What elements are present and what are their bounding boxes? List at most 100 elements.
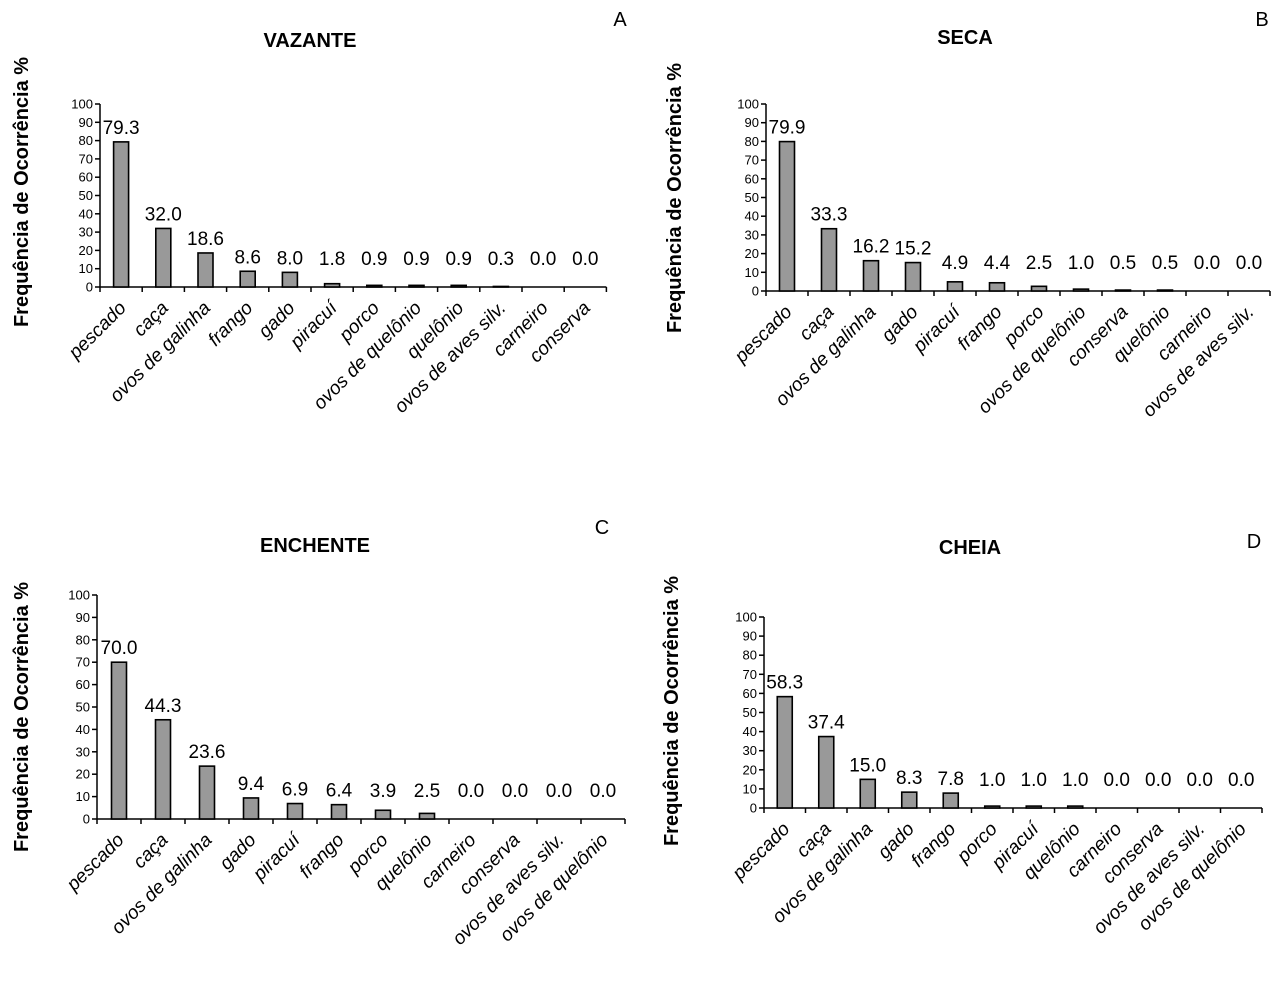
data-label: 44.3	[145, 696, 182, 717]
bar	[281, 271, 299, 288]
y-tick-label: 80	[745, 134, 759, 149]
data-label: 18.6	[187, 229, 224, 250]
bar	[286, 802, 304, 820]
bar	[418, 812, 436, 820]
y-tick-label: 20	[76, 767, 90, 782]
data-label: 4.4	[984, 253, 1011, 274]
y-tick-label: 70	[743, 667, 757, 682]
data-label: 0.0	[1104, 770, 1130, 791]
data-label: 1.8	[319, 249, 345, 270]
chart-panel-a: VAZANTE A Frequência de Ocorrência % 0 10 20 3…	[11, 9, 627, 418]
y-tick-label: 0	[750, 801, 757, 816]
y-tick-label: 80	[76, 632, 90, 647]
bar	[492, 285, 510, 288]
y-tick-label: 40	[76, 722, 90, 737]
data-label: 79.3	[103, 118, 140, 139]
bar	[942, 792, 960, 809]
y-axis-label: Frequência de Ocorrência %	[11, 57, 33, 327]
data-label: 15.2	[895, 239, 932, 260]
x-tick-label: frango	[954, 302, 1007, 355]
data-label: 0.5	[1110, 253, 1136, 274]
data-label: 0.0	[1145, 770, 1171, 791]
bar	[323, 282, 341, 288]
data-label: 33.3	[811, 205, 848, 226]
bar	[1066, 805, 1084, 809]
x-tick-label: piracuí	[286, 296, 343, 353]
x-tick-label: pescado	[62, 830, 128, 896]
y-tick-label: 90	[743, 629, 757, 644]
bar	[817, 735, 835, 809]
bar	[988, 281, 1006, 292]
data-label: 37.4	[808, 713, 845, 734]
data-label: 0.9	[403, 249, 429, 270]
bar	[859, 778, 877, 809]
data-label: 23.6	[189, 742, 226, 763]
data-label: 0.0	[1236, 253, 1262, 274]
y-tick-label: 0	[83, 812, 90, 827]
y-tick-label: 10	[743, 781, 757, 796]
bar	[1030, 285, 1048, 292]
y-tick-label: 60	[76, 677, 90, 692]
y-tick-label: 40	[743, 724, 757, 739]
data-label: 1.0	[1068, 253, 1094, 274]
data-label: 0.0	[1228, 770, 1254, 791]
y-tick-label: 70	[79, 151, 93, 166]
y-tick-label: 100	[71, 97, 93, 112]
data-label: 16.2	[853, 237, 890, 258]
y-tick-label: 30	[79, 225, 93, 240]
y-tick-label: 0	[86, 280, 93, 295]
y-axis-label: Frequência de Ocorrência %	[664, 63, 686, 333]
y-tick-label: 30	[743, 743, 757, 758]
bar	[862, 259, 880, 292]
data-label: 79.9	[769, 118, 806, 139]
chart-title: VAZANTE	[264, 30, 357, 52]
y-tick-label: 60	[79, 170, 93, 185]
bar	[155, 227, 172, 288]
data-label: 58.3	[766, 673, 803, 694]
y-tick-label: 100	[735, 610, 757, 625]
chart-panel-d: CHEIA D Frequência de Ocorrência % 0 10 20 30 4…	[661, 531, 1263, 939]
y-tick-label: 0	[752, 284, 759, 299]
bar	[112, 141, 130, 288]
data-label: 0.0	[530, 249, 556, 270]
x-tick-label: frango	[907, 819, 960, 872]
x-tick-label: pescado	[64, 298, 130, 364]
bar	[374, 809, 392, 820]
y-tick-label: 50	[79, 188, 93, 203]
x-tick-label: frango	[204, 298, 257, 351]
chart-title: ENCHENTE	[260, 535, 370, 557]
bar	[154, 718, 172, 820]
data-label: 9.4	[238, 774, 265, 795]
data-label: 0.0	[1194, 253, 1220, 274]
data-label: 70.0	[101, 638, 138, 659]
bar	[1156, 289, 1174, 292]
data-label: 1.0	[979, 770, 1005, 791]
bar	[946, 281, 964, 292]
bar	[239, 270, 256, 288]
bar	[110, 661, 128, 820]
bar	[365, 284, 383, 288]
y-tick-label: 40	[79, 206, 93, 221]
data-label: 2.5	[1026, 253, 1052, 274]
bar	[197, 252, 214, 288]
bar	[1025, 805, 1043, 809]
y-tick-label: 70	[745, 153, 759, 168]
bar	[900, 791, 918, 809]
data-label: 1.0	[1021, 770, 1047, 791]
data-label: 0.0	[590, 781, 616, 802]
chart-title: SECA	[937, 27, 993, 49]
data-label: 7.8	[938, 769, 964, 790]
y-tick-label: 60	[745, 171, 759, 186]
data-label: 8.0	[277, 248, 303, 269]
data-label: 0.0	[1187, 770, 1213, 791]
bar	[450, 284, 468, 288]
x-tick-label: piracuí	[249, 828, 306, 885]
bar	[408, 284, 425, 288]
panel-letter: D	[1247, 531, 1261, 553]
y-tick-label: 10	[79, 261, 93, 276]
chart-panel-b: SECA B Frequência de Ocorrência % 0 10 20 30 40…	[664, 9, 1271, 422]
y-tick-label: 20	[745, 246, 759, 261]
y-tick-label: 80	[743, 648, 757, 663]
data-label: 15.0	[849, 755, 886, 776]
